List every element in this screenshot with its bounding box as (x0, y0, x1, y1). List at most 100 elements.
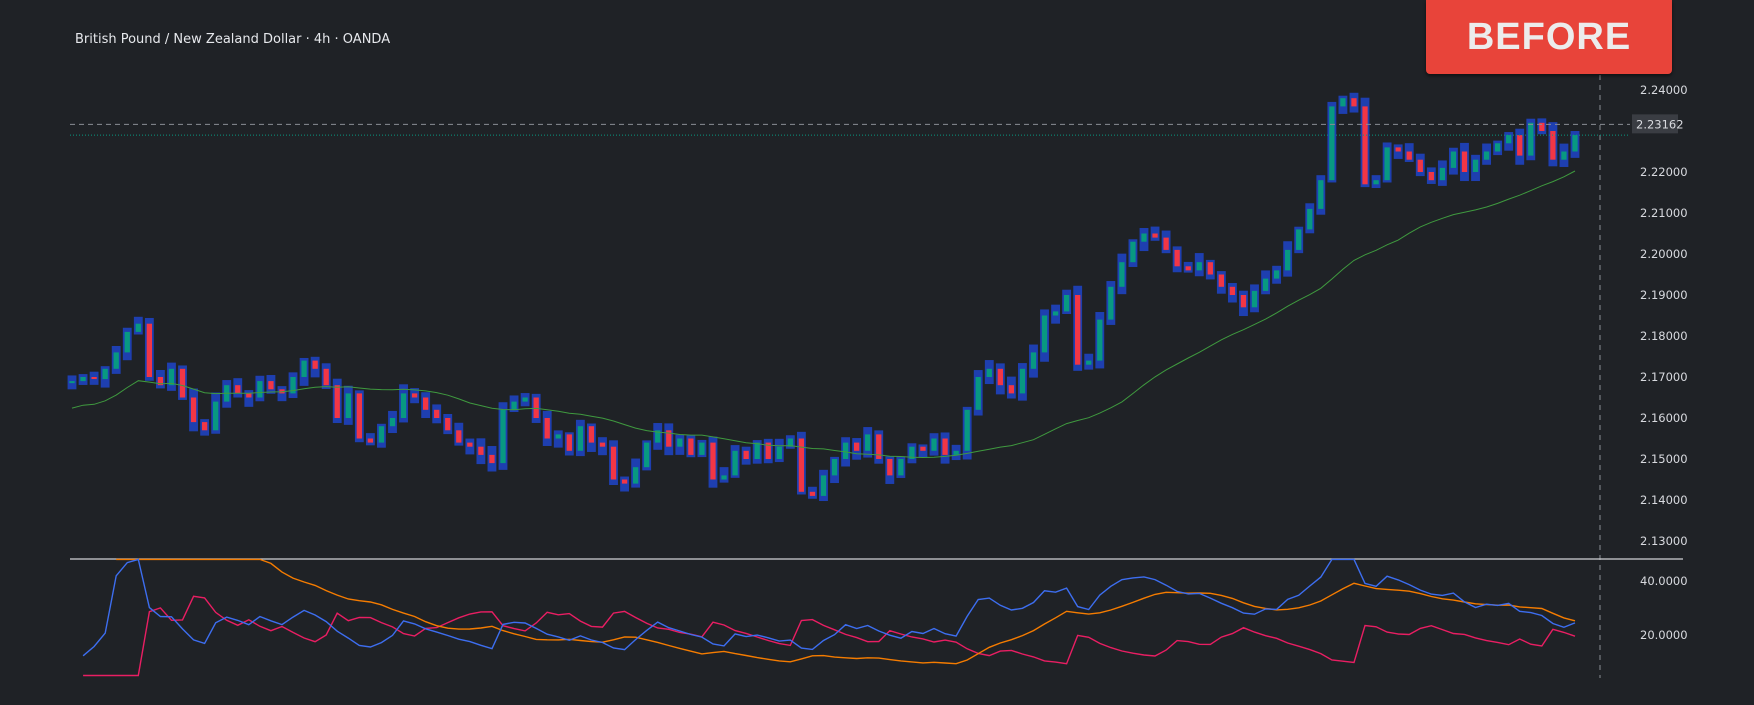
candle-body (1097, 319, 1103, 361)
adx-line (116, 558, 1576, 665)
price-tick-label: 2.24000 (1640, 83, 1688, 97)
candle-body (632, 467, 639, 484)
candle-body (1461, 151, 1468, 172)
candle-body (290, 377, 296, 394)
candle-body (113, 352, 119, 369)
candle-body (445, 418, 451, 431)
candle-body (1141, 233, 1147, 242)
candle-body (367, 438, 374, 443)
candle-body (588, 426, 595, 443)
candle-body (842, 442, 849, 459)
candle-body (798, 438, 805, 492)
candle-body (1152, 233, 1158, 238)
candle-body (1318, 180, 1324, 209)
candle-body (478, 446, 484, 455)
price-tick-label: 2.16000 (1640, 411, 1688, 425)
candle-body (1351, 98, 1357, 107)
candle-body (135, 323, 141, 332)
candle-body (1174, 249, 1180, 267)
candle-body (411, 393, 418, 398)
candle-body (942, 438, 948, 455)
candle-body (1075, 295, 1081, 365)
candle-body (964, 409, 970, 451)
candle-body (655, 430, 661, 443)
last-price-label: 2.23162 (1636, 117, 1684, 131)
candle-body (809, 491, 816, 496)
candle-body (831, 459, 838, 476)
candle-body (356, 393, 362, 439)
candle-body (1506, 135, 1512, 144)
candle-body (1561, 151, 1567, 160)
indicator-tick-label: 20.0000 (1640, 628, 1688, 642)
candle-body (1406, 151, 1412, 160)
candle-body (1063, 295, 1070, 312)
candle-body (1417, 159, 1423, 172)
price-tick-label: 2.19000 (1640, 288, 1688, 302)
candle-body (102, 368, 108, 380)
candle-body (754, 442, 760, 459)
candle-range (918, 444, 928, 458)
candle-body (157, 377, 164, 386)
candle-body (1130, 241, 1136, 263)
candle-body (566, 434, 572, 451)
candle-body (1384, 147, 1390, 181)
candle-body (1163, 237, 1169, 250)
candle-body (511, 401, 517, 410)
candle-body (312, 360, 318, 369)
candle-body (1373, 180, 1379, 185)
candle-body (323, 368, 329, 386)
candle-body (1218, 274, 1225, 287)
candle-body (1450, 151, 1457, 168)
candle-body (743, 450, 749, 459)
candle-body (91, 377, 97, 380)
candle-body (1307, 208, 1313, 230)
candle-body (610, 446, 617, 480)
candle-body (1329, 106, 1335, 181)
candle-range (244, 390, 254, 407)
candle-body (146, 323, 153, 377)
candle-body (898, 459, 904, 476)
candle-body (168, 368, 175, 386)
candle-body (1262, 278, 1269, 291)
candle-body (1517, 135, 1523, 156)
candle-body (124, 331, 130, 353)
candle-body (677, 438, 683, 447)
price-tick-label: 2.20000 (1640, 247, 1688, 261)
candle-body (434, 409, 440, 418)
price-tick-label: 2.18000 (1640, 329, 1688, 343)
candle-body (378, 426, 385, 443)
candle-body (544, 418, 550, 439)
candle-body (1494, 143, 1501, 152)
candle-body (1119, 262, 1125, 287)
candle-body (1108, 286, 1114, 320)
candle-range (1393, 144, 1403, 159)
candle-range (719, 467, 729, 483)
candle-body (301, 360, 307, 377)
price-tick-label: 2.22000 (1640, 165, 1688, 179)
candle-body (1428, 172, 1434, 181)
candle-body (820, 475, 827, 496)
candle-body (666, 430, 672, 447)
candle-body (1273, 270, 1280, 279)
candle-body (699, 442, 705, 455)
candle-body (953, 450, 959, 455)
candle-body (599, 442, 606, 447)
candle-body (931, 438, 937, 451)
price-tick-label: 2.21000 (1640, 206, 1688, 220)
candle-body (854, 442, 860, 451)
candle-body (213, 401, 219, 431)
moving-average-line (71, 170, 1576, 459)
candle-body (201, 422, 208, 431)
candle-body (1539, 122, 1545, 131)
candle-body (1395, 147, 1401, 152)
candle-body (522, 397, 528, 402)
candle-body (500, 409, 506, 464)
candle-body (710, 442, 716, 480)
price-tick-label: 2.17000 (1640, 370, 1688, 384)
candle-body (876, 434, 882, 459)
candle-body (1340, 98, 1346, 107)
candle-body (688, 438, 694, 455)
candle-body (920, 446, 926, 451)
candle-body (257, 381, 263, 398)
